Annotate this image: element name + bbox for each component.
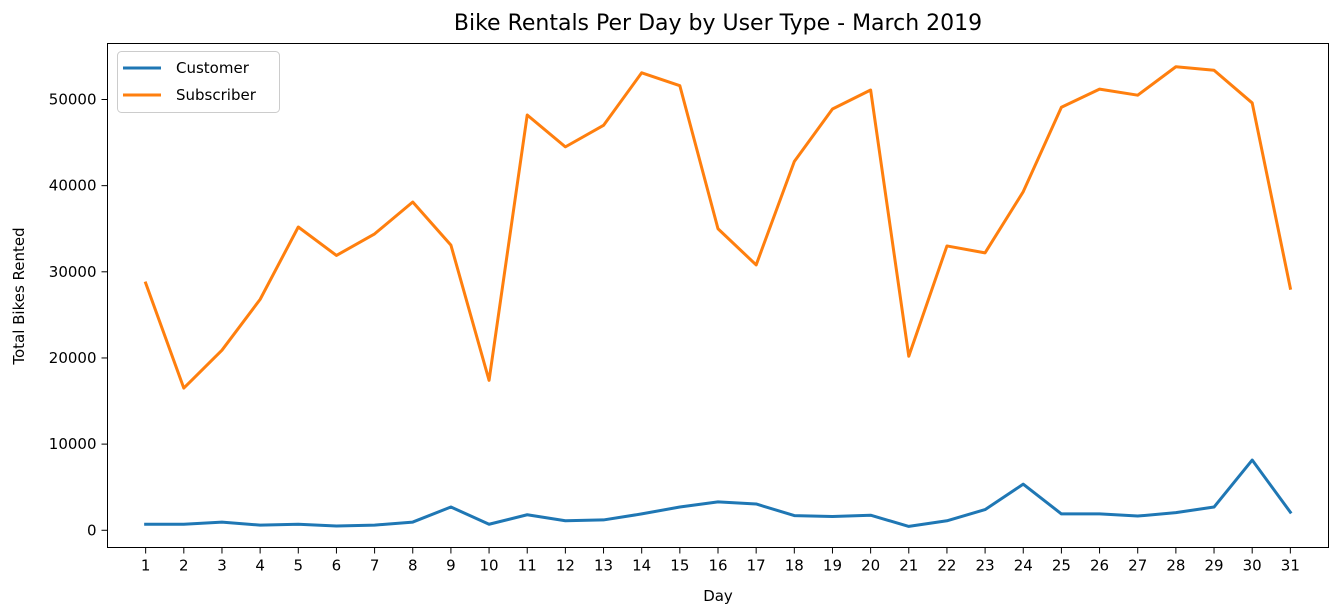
x-tick-label: 2 <box>179 557 189 575</box>
series-lines <box>143 65 1293 528</box>
x-tick-label: 7 <box>370 557 380 575</box>
x-tick-label: 25 <box>1052 557 1071 575</box>
y-tick-label: 0 <box>87 521 97 539</box>
x-tick-label: 27 <box>1128 557 1147 575</box>
x-tick-label: 26 <box>1090 557 1109 575</box>
y-tick-label: 20000 <box>49 349 97 367</box>
x-tick-label: 9 <box>446 557 456 575</box>
x-tick-label: 13 <box>594 557 613 575</box>
x-tick-label: 20 <box>861 557 880 575</box>
y-axis-label: Total Bikes Rented <box>10 227 28 365</box>
y-tick-label: 40000 <box>49 177 97 195</box>
series-line-subscriber <box>143 65 1293 390</box>
x-tick-label: 24 <box>1014 557 1033 575</box>
x-tick-label: 14 <box>632 557 651 575</box>
x-tick-label: 6 <box>332 557 342 575</box>
x-tick-label: 18 <box>785 557 804 575</box>
x-tick-label: 5 <box>294 557 304 575</box>
x-tick-label: 3 <box>217 557 227 575</box>
x-tick-label: 8 <box>408 557 418 575</box>
x-axis: 1 2 3 4 5 6 7 8 9 10 11 12 13 14 15 16 17 18 19 20 21 22 23 24 2… <box>141 547 1300 575</box>
y-tick-label: 10000 <box>49 435 97 453</box>
x-tick-label: 17 <box>747 557 766 575</box>
y-tick-label: 50000 <box>49 91 97 109</box>
x-tick-label: 30 <box>1243 557 1262 575</box>
x-tick-label: 22 <box>937 557 956 575</box>
x-axis-label: Day <box>703 587 733 605</box>
x-tick-label: 1 <box>141 557 151 575</box>
x-tick-label: 28 <box>1166 557 1185 575</box>
x-tick-label: 21 <box>899 557 918 575</box>
x-tick-label: 19 <box>823 557 842 575</box>
x-tick-label: 4 <box>255 557 265 575</box>
x-tick-label: 15 <box>670 557 689 575</box>
y-axis: 0 10000 20000 30000 40000 50000 <box>49 91 108 539</box>
chart-title: Bike Rentals Per Day by User Type - Marc… <box>454 11 982 36</box>
x-tick-label: 12 <box>556 557 575 575</box>
x-tick-label: 11 <box>518 557 537 575</box>
legend: Customer Subscriber <box>117 51 280 113</box>
x-tick-label: 31 <box>1281 557 1300 575</box>
x-tick-label: 16 <box>708 557 727 575</box>
series-line-customer <box>144 458 1293 528</box>
x-tick-label: 10 <box>480 557 499 575</box>
legend-label-subscriber: Subscriber <box>176 86 257 104</box>
y-tick-label: 30000 <box>49 263 97 281</box>
plot-frame <box>107 43 1329 548</box>
x-tick-label: 23 <box>976 557 995 575</box>
legend-label-customer: Customer <box>176 59 250 77</box>
x-tick-label: 29 <box>1204 557 1223 575</box>
